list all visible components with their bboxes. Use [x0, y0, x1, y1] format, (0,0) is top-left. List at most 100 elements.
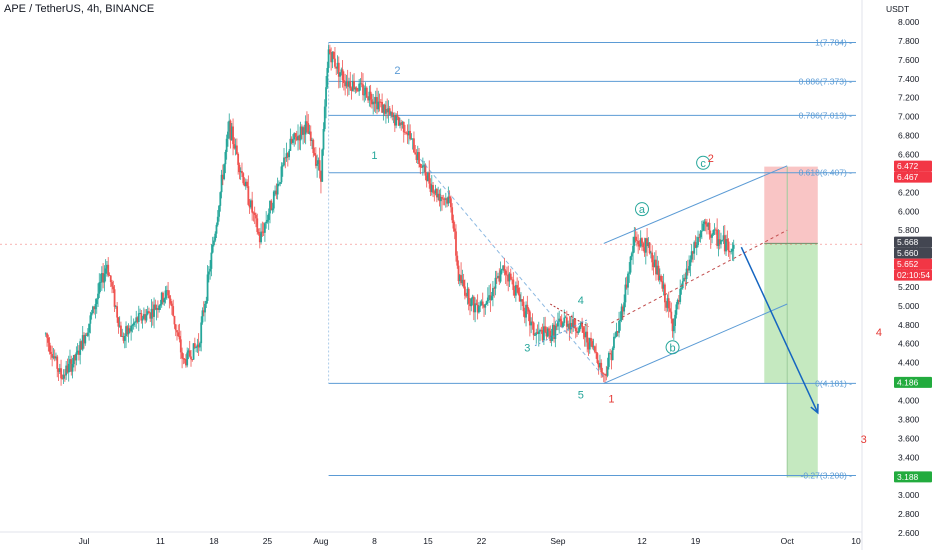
- candle-body: [195, 347, 198, 349]
- candle-body: [497, 275, 499, 279]
- wave-label-circle: [665, 340, 680, 355]
- candle-body: [97, 293, 99, 300]
- candle-body: [653, 259, 656, 268]
- candle-body: [541, 330, 544, 341]
- candle-body: [103, 273, 106, 283]
- channel-lower: [603, 303, 788, 384]
- candle-body: [186, 352, 189, 366]
- candle-body: [526, 304, 529, 309]
- candle-body: [136, 317, 139, 322]
- candle-body: [655, 259, 657, 275]
- candle-body: [542, 326, 545, 341]
- candle-body: [504, 270, 507, 275]
- candle-body: [512, 279, 515, 291]
- candle-body: [694, 242, 697, 248]
- candle-body: [433, 192, 436, 194]
- candle-body: [627, 273, 629, 288]
- candle-body: [228, 120, 231, 132]
- candle-body: [595, 351, 598, 354]
- y-tick-label: 6.800: [898, 131, 920, 141]
- candle-body: [318, 160, 321, 171]
- candle-body: [549, 330, 552, 341]
- y-tick-label: 7.600: [898, 55, 920, 65]
- candle-body: [395, 114, 398, 126]
- candle-body: [44, 333, 47, 335]
- candle-body: [681, 281, 684, 289]
- candle-body: [457, 265, 460, 282]
- candle-body: [278, 183, 280, 185]
- candle-body: [405, 132, 408, 134]
- wave-label-circle: [634, 202, 649, 217]
- candle-body: [520, 299, 522, 302]
- candle-body: [346, 81, 349, 87]
- candle-body: [689, 259, 692, 267]
- candle-body: [413, 138, 415, 153]
- candle-body: [57, 368, 60, 372]
- candle-body: [275, 190, 278, 195]
- candle-body: [235, 145, 238, 154]
- price-badge: [894, 247, 932, 259]
- candle-body: [238, 164, 241, 173]
- candle-body: [322, 128, 325, 150]
- y-tick-label: 4.000: [898, 396, 920, 406]
- candle-body: [439, 196, 442, 202]
- candle-body: [513, 290, 516, 296]
- wave4-lower-dotted: [534, 318, 589, 347]
- candle-body: [644, 238, 647, 253]
- candle-body: [692, 251, 694, 254]
- candle-body: [107, 264, 110, 276]
- candle-body: [360, 83, 363, 85]
- candle-body: [204, 303, 206, 313]
- candle-body: [304, 121, 307, 135]
- candle-body: [442, 198, 445, 200]
- candle-body: [289, 138, 292, 151]
- candle-body: [155, 307, 158, 310]
- candle-body: [411, 138, 414, 140]
- candle-body: [230, 126, 233, 141]
- candle-body: [476, 305, 479, 313]
- candle-body: [488, 295, 491, 298]
- candle-body: [427, 172, 429, 182]
- candle-body: [210, 252, 213, 269]
- candle-body: [684, 277, 687, 280]
- candle-body: [672, 325, 675, 332]
- candle-body: [137, 313, 140, 322]
- candle-body: [732, 244, 735, 249]
- candle-body: [113, 289, 116, 307]
- candle-body: [327, 49, 330, 68]
- candle-body: [252, 212, 255, 214]
- candle-body: [253, 212, 256, 215]
- candle-body: [518, 294, 521, 302]
- wave-label: a: [639, 204, 646, 216]
- candle-body: [571, 323, 573, 328]
- candle-body: [106, 264, 108, 269]
- candle-body: [495, 277, 498, 279]
- candle-body: [117, 317, 120, 327]
- candle-body: [386, 109, 389, 113]
- candle-body: [158, 305, 161, 310]
- x-tick-label: Aug: [313, 536, 328, 546]
- candle-body: [666, 298, 669, 308]
- candle-body: [485, 301, 488, 305]
- candle-body: [500, 269, 503, 271]
- candle-body: [490, 296, 493, 300]
- candle-body: [265, 221, 268, 224]
- candle-body: [350, 88, 353, 91]
- candle-body: [359, 83, 362, 85]
- candle-body: [71, 364, 74, 372]
- candle-body: [148, 311, 150, 314]
- candle-body: [341, 69, 344, 81]
- candle-body: [233, 144, 236, 149]
- candle-body: [721, 239, 724, 241]
- y-tick-label: 4.600: [898, 339, 920, 349]
- candle-body: [528, 311, 531, 326]
- candle-body: [80, 341, 83, 350]
- candle-body: [53, 356, 56, 359]
- candle-body: [419, 164, 422, 168]
- candle-body: [92, 306, 94, 314]
- candle-body: [94, 304, 97, 310]
- candle-body: [493, 288, 496, 289]
- candle-body: [429, 183, 432, 193]
- candle-body: [635, 240, 638, 241]
